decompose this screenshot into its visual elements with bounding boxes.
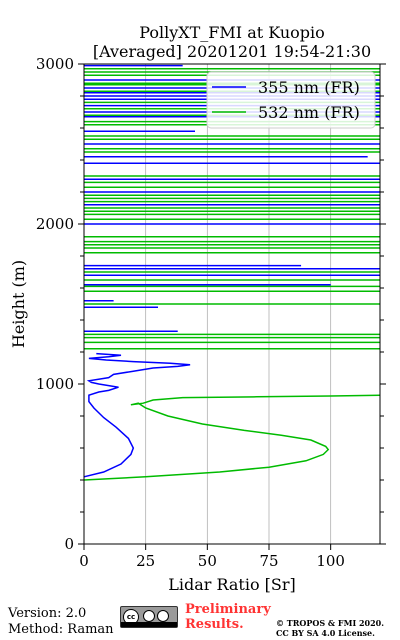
legend-label-532: 532 nm (FR): [258, 103, 360, 122]
badge-band: [121, 622, 177, 627]
y-tick-label: 2000: [36, 215, 74, 233]
series-line: [83, 352, 191, 478]
cc-license-badge: cc: [120, 606, 178, 628]
method-text: Method: Raman: [8, 622, 114, 637]
x-tick-label: 50: [198, 552, 217, 570]
x-tick-label: 100: [316, 552, 345, 570]
series-1: [83, 68, 381, 481]
legend-label-355: 355 nm (FR): [258, 78, 360, 97]
version-text: Version: 2.0: [8, 606, 87, 621]
copyright-notice: © TROPOS & FMI 2020. CC BY SA 4.0 Licens…: [276, 618, 384, 638]
copyright-line2: CC BY SA 4.0 License.: [276, 628, 375, 638]
y-tick-label: 0: [64, 535, 74, 553]
x-axis-label: Lidar Ratio [Sr]: [168, 575, 296, 594]
x-tick-label: 75: [259, 552, 278, 570]
y-tick-label: 3000: [36, 55, 74, 73]
preliminary-notice: Preliminary Results.: [185, 602, 271, 632]
y-axis-label: Height (m): [9, 260, 28, 348]
chart-title: PollyXT_FMI at Kuopio: [139, 23, 325, 42]
y-tick-label: 1000: [36, 375, 74, 393]
legend: 355 nm (FR) 532 nm (FR): [206, 71, 376, 129]
series-line: [83, 394, 381, 481]
chart-subtitle: [Averaged] 20201201 19:54-21:30: [93, 42, 371, 61]
lidar-ratio-chart: PollyXT_FMI at Kuopio [Averaged] 2020120…: [9, 23, 386, 594]
copyright-line1: © TROPOS & FMI 2020.: [276, 618, 385, 628]
by-icon: [143, 610, 155, 622]
x-tick-label: 25: [136, 552, 155, 570]
footer-info: Version: 2.0 Method: Raman: [8, 606, 114, 638]
legend-box: [206, 71, 376, 129]
sa-icon: [157, 610, 169, 622]
preliminary-line1: Preliminary: [185, 602, 271, 617]
preliminary-line2: Results.: [185, 617, 244, 632]
x-tick-label: 0: [79, 552, 89, 570]
plot-frame: [83, 63, 381, 545]
